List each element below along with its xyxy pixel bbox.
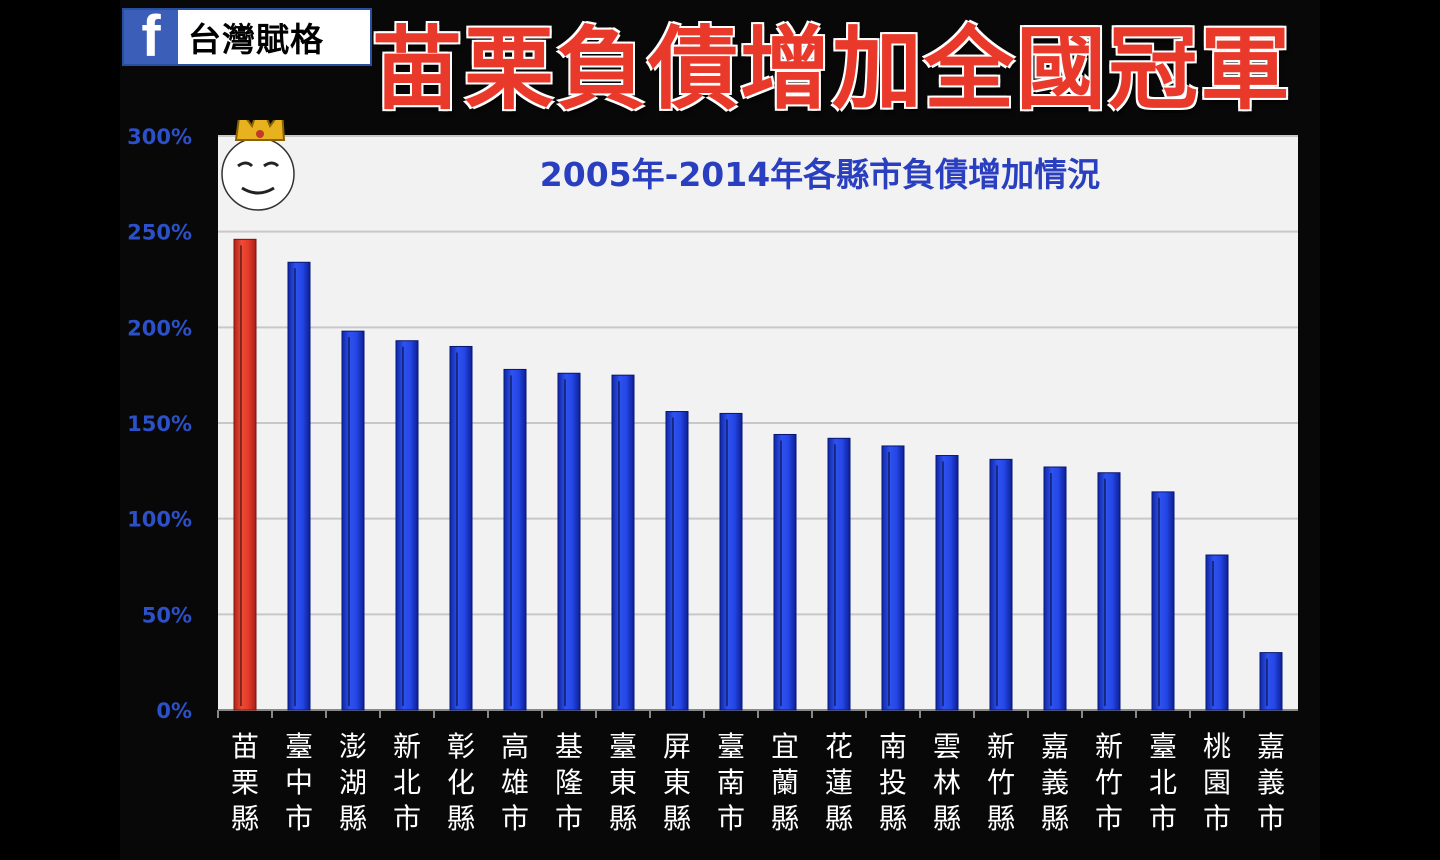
bar [989,458,1013,711]
bar [1097,472,1121,711]
crowned-face-icon [221,120,295,211]
x-tick-label: 新竹市 [1095,730,1123,835]
x-tick-label: 宜蘭縣 [771,730,799,835]
y-tick-label: 250% [127,221,192,245]
bar [1259,652,1283,711]
x-tick-label: 花蓮縣 [825,730,853,835]
brand-badge[interactable]: f 台灣賦格 [122,8,372,66]
bar [773,433,797,711]
bar [1205,554,1229,711]
bar [935,455,959,711]
x-tick-label: 桃園市 [1203,730,1231,835]
x-tick-label: 南投縣 [879,730,907,835]
x-tick-label: 澎湖縣 [339,730,367,835]
x-tick-label: 臺南市 [717,730,745,835]
x-tick-label: 新北市 [393,730,421,835]
x-tick-label: 嘉義縣 [1041,730,1069,835]
x-axis: 苗栗縣臺中市澎湖縣新北市彰化縣高雄市基隆市臺東縣屏東縣臺南市宜蘭縣花蓮縣南投縣雲… [217,710,1285,835]
bar [1043,466,1067,711]
bar [827,437,851,711]
bar [341,330,365,711]
x-tick-label: 臺東縣 [609,730,637,835]
bar [719,412,743,711]
x-tick-label: 彰化縣 [447,730,475,835]
facebook-icon: f [124,10,178,64]
y-axis: 0% 50% 100% 150% 200% 250% 300% [127,125,192,723]
bar [1151,491,1175,711]
x-tick-label: 高雄市 [501,730,529,835]
x-tick-label: 嘉義市 [1257,730,1285,835]
x-tick-label: 臺中市 [285,730,313,835]
brand-name: 台灣賦格 [188,20,324,59]
y-tick-label: 0% [156,699,192,723]
x-tick-label: 屏東縣 [663,730,691,835]
x-tick-label: 雲林縣 [933,730,961,835]
bar [881,445,905,711]
x-tick-label: 基隆市 [555,730,583,835]
bar [395,340,419,711]
bar [287,261,311,711]
bars [233,238,1283,711]
x-tick-label: 臺北市 [1149,730,1177,835]
bar [503,368,527,711]
bar [611,374,635,711]
bar [233,238,257,711]
y-tick-label: 50% [142,603,192,627]
bar-chart: 0% 50% 100% 150% 200% 250% 300% 苗栗縣臺中市澎湖縣新北市彰化… [127,120,1298,835]
bar [665,411,689,711]
x-tick-label: 苗栗縣 [231,730,259,835]
y-tick-label: 100% [127,508,192,532]
y-tick-label: 150% [127,412,192,436]
bar [557,372,581,711]
y-tick-label: 200% [127,316,192,340]
headline: 苗栗負債增加全國冠軍 [372,17,1292,122]
x-tick-label: 新竹縣 [987,730,1015,835]
chart-title: 2005年-2014年各縣市負債增加情況 [540,155,1100,194]
y-tick-label: 300% [127,125,192,149]
bar [449,345,473,711]
